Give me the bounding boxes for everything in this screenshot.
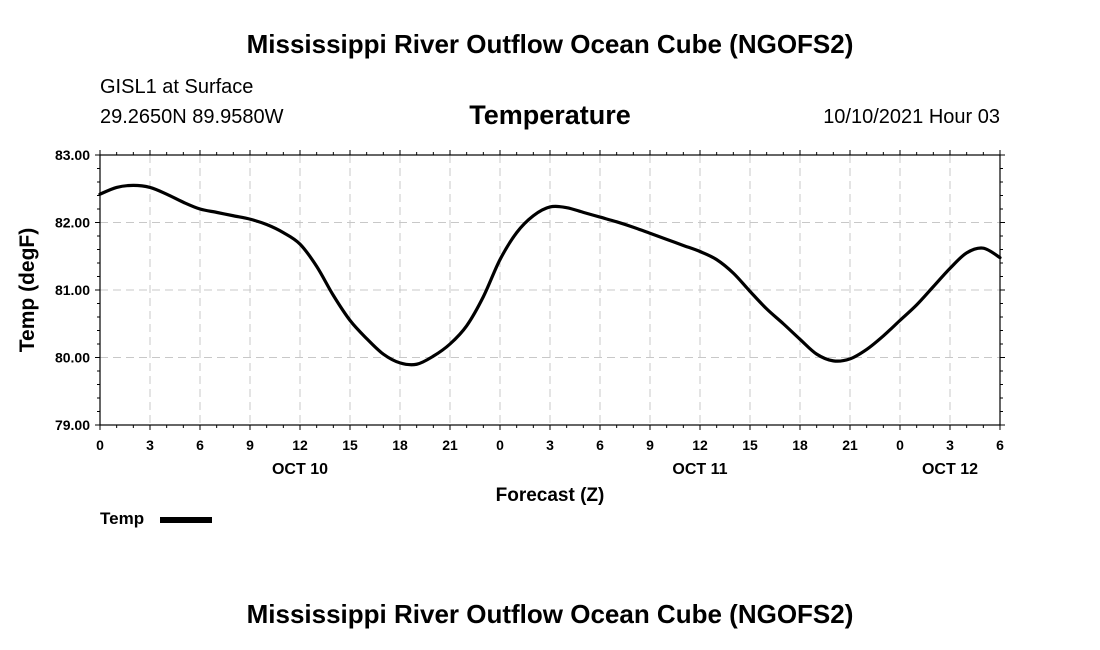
day-label: OCT 10 (272, 461, 328, 478)
axes (95, 150, 1005, 430)
x-tick-label: 21 (442, 437, 458, 453)
y-tick-label: 83.00 (55, 147, 90, 163)
x-tick-label: 0 (96, 437, 104, 453)
footer-title: Mississippi River Outflow Ocean Cube (NG… (246, 599, 854, 629)
legend-swatch (160, 517, 212, 523)
x-tick-label: 9 (646, 437, 654, 453)
x-tick-label: 15 (742, 437, 758, 453)
plot-frame (99, 154, 1001, 426)
y-tick-label: 80.00 (55, 350, 90, 366)
x-tick-label: 12 (292, 437, 308, 453)
x-tick-label: 3 (946, 437, 954, 453)
x-tick-label: 0 (496, 437, 504, 453)
x-tick-label: 15 (342, 437, 358, 453)
chart-title: Temperature (469, 100, 631, 130)
x-tick-label: 3 (146, 437, 154, 453)
x-tick-label: 9 (246, 437, 254, 453)
day-label: OCT 11 (672, 461, 727, 478)
x-tick-label: 0 (896, 437, 904, 453)
forecast-datetime: 10/10/2021 Hour 03 (823, 106, 1000, 128)
x-axis-title: Forecast (Z) (496, 485, 605, 506)
legend-label: Temp (100, 509, 145, 528)
station-label: GISL1 at Surface (100, 76, 254, 98)
day-label: OCT 12 (922, 461, 978, 478)
x-tick-label: 6 (596, 437, 604, 453)
series-layer (98, 183, 1002, 367)
tick-labels: 0 3 6 9 12 15 18 21 0 3 6 9 12 15 18 21 0 3 6 79.00 80.00 81.… (16, 147, 1004, 506)
x-tick-label: 18 (392, 437, 408, 453)
y-tick-label: 79.00 (55, 417, 90, 433)
y-axis-title: Temp (degF) (16, 228, 39, 352)
x-tick-label: 21 (842, 437, 858, 453)
x-tick-label: 6 (996, 437, 1004, 453)
grid (100, 155, 1000, 425)
main-title: Mississippi River Outflow Ocean Cube (NG… (246, 29, 854, 59)
y-tick-label: 81.00 (55, 282, 90, 298)
series-line-temp (98, 183, 1002, 367)
station-coordinates: 29.2650N 89.9580W (100, 106, 284, 128)
x-tick-label: 3 (546, 437, 554, 453)
x-tick-label: 12 (692, 437, 708, 453)
x-tick-label: 18 (792, 437, 808, 453)
x-tick-label: 6 (196, 437, 204, 453)
y-tick-label: 82.00 (55, 215, 90, 231)
